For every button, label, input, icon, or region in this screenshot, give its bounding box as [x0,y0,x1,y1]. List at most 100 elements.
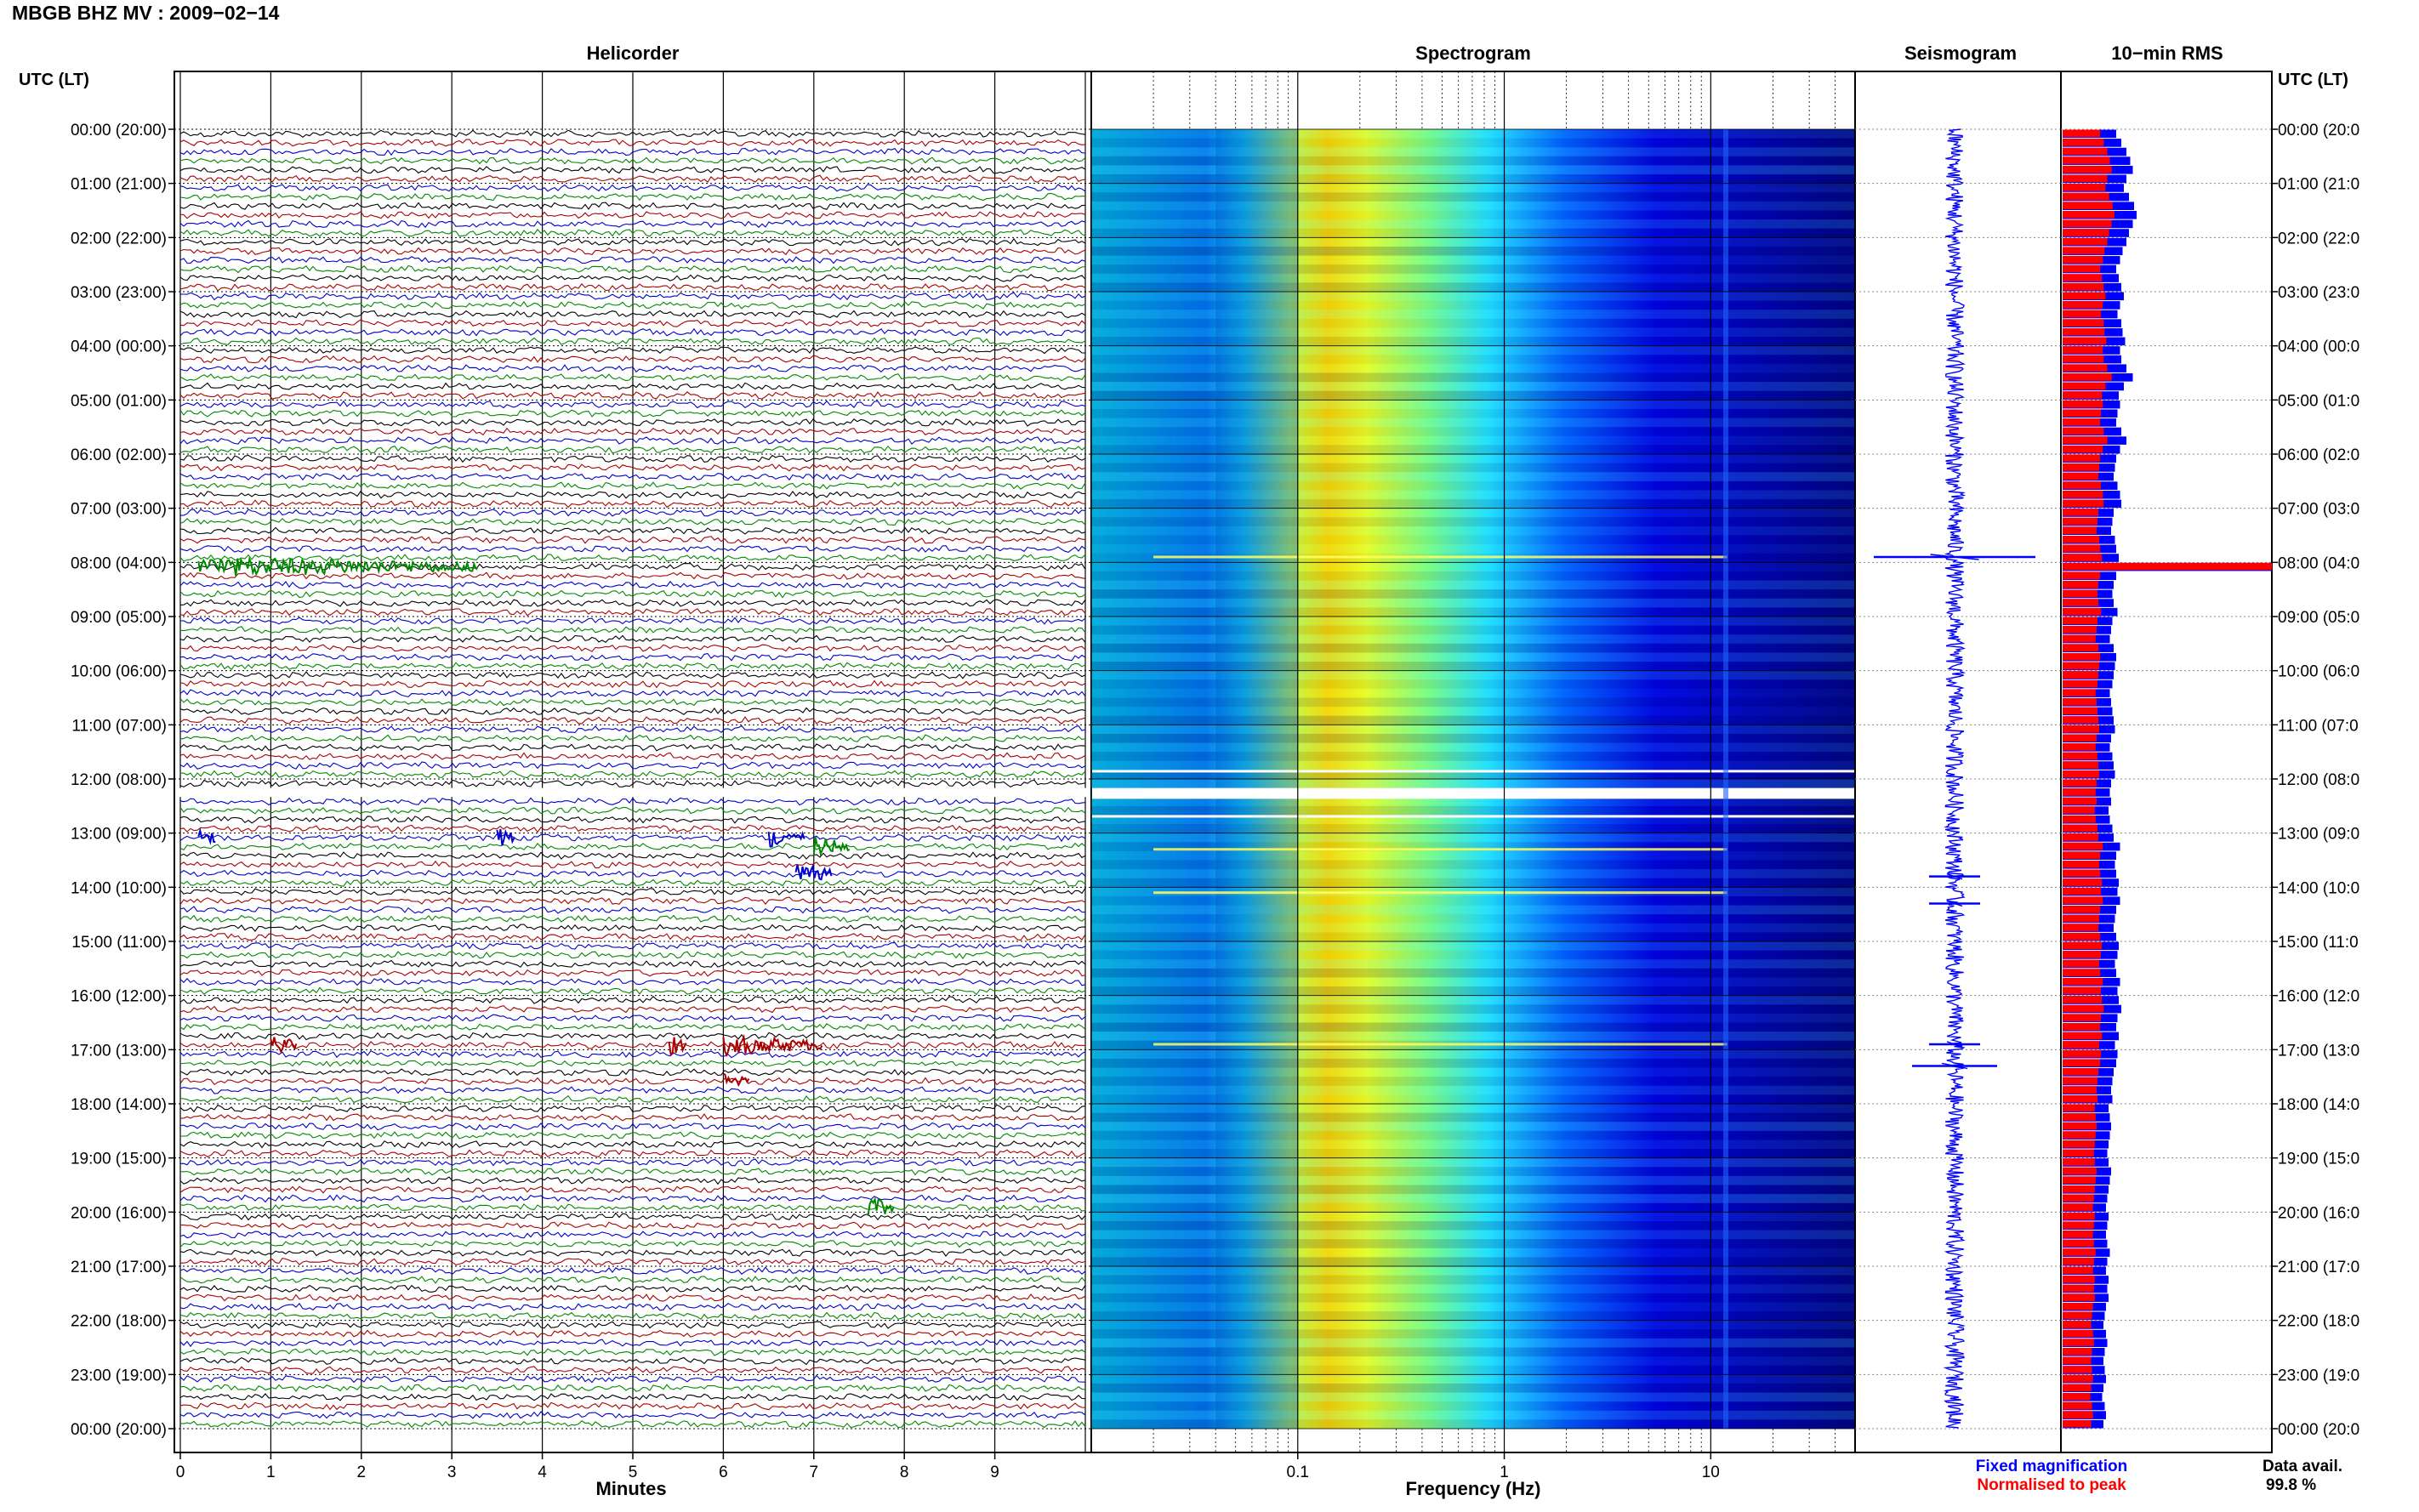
time-label-right: 02:00 (22:0 [2278,230,2359,247]
time-label-left: 01:00 (21:00) [71,176,167,194]
rms-bar-normalised [2063,499,2104,508]
time-label-right: 08:00 (04:0 [2278,554,2359,572]
helicorder-trace-row [179,1393,1086,1401]
seismic-event [668,1037,687,1055]
helicorder-trace-row [179,274,1086,282]
rms-bar-normalised [2063,139,2104,146]
time-label-left: 17:00 (13:00) [71,1042,167,1060]
helicorder-trace-row [179,436,1086,445]
rms-bar-normalised [2063,815,2096,823]
time-label-left: 02:00 (22:00) [71,230,167,247]
rms-bar-normalised [2063,536,2099,543]
helicorder-trace-row [179,815,1086,824]
data-availability-label: Data avail. [2262,1458,2342,1475]
rms-bar-normalised [2063,192,2109,201]
helicorder-trace-row [179,959,1086,969]
helicorder-trace-row [179,1094,1086,1104]
helicorder-trace-row [179,283,1086,292]
rms-bar-normalised [2063,409,2102,418]
helicorder-trace-row [179,580,1086,589]
rms-bar-normalised [2063,454,2101,463]
helicorder-x-tick: 8 [900,1464,909,1481]
helicorder-trace-row [179,707,1086,716]
helicorder-trace-row [179,1050,1086,1059]
helicorder-trace-row [179,192,1085,202]
rms-bar-normalised [2063,996,2103,1003]
rms-bar-normalised [2063,544,2101,553]
rms-bar-normalised [2063,1293,2095,1301]
helicorder-trace-row [179,1411,1086,1419]
rms-bar-normalised [2063,1239,2094,1248]
helicorder-trace-row [179,1401,1086,1411]
helicorder-trace-row [179,716,1086,725]
helicorder-trace-row [179,861,1085,869]
rms-bar-normalised [2063,959,2099,968]
rms-bar-normalised [2063,490,2103,498]
helicorder-trace-row [179,924,1085,932]
rms-bar-normalised [2063,554,2103,561]
helicorder-trace-row [179,346,1086,355]
rms-bar-normalised [2063,914,2099,923]
helicorder-trace-row [179,1239,1086,1248]
helicorder-trace-row [179,1266,1086,1275]
time-label-left: 09:00 (05:00) [71,609,167,627]
rms-bar-normalised [2063,581,2098,588]
helicorder-trace-row [179,652,1086,662]
rms-bar-normalised [2063,1140,2095,1148]
rms-bar-normalised [2063,861,2099,868]
helicorder-trace-row [179,391,1086,400]
rms-bar-normalised [2063,707,2097,715]
time-label-right: 17:00 (13:0 [2278,1042,2359,1060]
rms-bar-normalised [2063,906,2101,913]
rms-bar-normalised [2063,752,2097,760]
rms-bar-normalised [2063,1032,2103,1040]
rms-bar-normalised [2063,589,2097,598]
helicorder-trace-row [179,536,1086,544]
helicorder-trace-row [179,1113,1086,1122]
time-label-left: 07:00 (03:00) [71,501,167,519]
rms-bar-normalised [2063,779,2097,787]
helicorder-trace-row [179,887,1086,896]
rms-bar-normalised [2063,1248,2096,1256]
helicorder-trace-row [179,932,1086,941]
helicorder-trace-row [179,526,1086,535]
rms-bar-normalised [2063,1266,2093,1275]
rms-bar-normalised [2063,364,2108,372]
rms-bar-normalised [2063,887,2102,895]
helicorder-x-tick: 1 [266,1464,276,1481]
time-label-left: 16:00 (12:00) [71,988,167,1006]
helicorder-trace-row [179,1077,1086,1086]
rms-bar-normalised [2063,851,2101,860]
spectrogram-xlabel: Frequency (Hz) [1406,1478,1541,1499]
rms-bar-normalised [2063,1203,2093,1211]
spectrogram-event-line [1153,1043,1727,1046]
rms-bar-normalised [2063,445,2103,453]
time-label-left: 06:00 (02:00) [71,446,167,464]
rms-bar-normalised [2063,1023,2101,1031]
rms-bar-normalised [2063,1004,2104,1013]
rms-bar-normalised [2063,229,2109,236]
rms-bar-normalised [2063,310,2102,318]
time-label-left: 23:00 (19:00) [71,1367,167,1384]
helicorder-trace-row [179,1176,1086,1185]
spectrogram-event-line [1153,848,1727,851]
rms-bar-normalised [2063,1212,2095,1220]
helicorder-trace-row [179,1347,1086,1356]
helicorder-trace-row [179,517,1086,526]
helicorder-trace-row [179,986,1086,996]
spectrogram-panel [1090,71,1856,1453]
rms-bar-normalised [2063,626,2097,634]
rms-bar-normalised [2063,716,2098,724]
rms-bar-normalised [2063,1113,2096,1121]
rms-bar-normalised [2063,436,2108,444]
helicorder-trace-row [179,310,1086,319]
time-label-left: 11:00 (07:00) [71,717,167,735]
helicorder-x-tick: 5 [629,1464,638,1481]
time-label-left: 22:00 (18:00) [71,1313,167,1331]
helicorder-trace-row [179,842,1086,851]
rms-bar-normalised [2063,1167,2097,1175]
helicorder-trace-row [179,202,1086,210]
helicorder-x-tick: 0 [176,1464,185,1481]
time-label-right: 05:00 (01:0 [2278,392,2359,410]
rms-bar-normalised [2063,977,2103,986]
